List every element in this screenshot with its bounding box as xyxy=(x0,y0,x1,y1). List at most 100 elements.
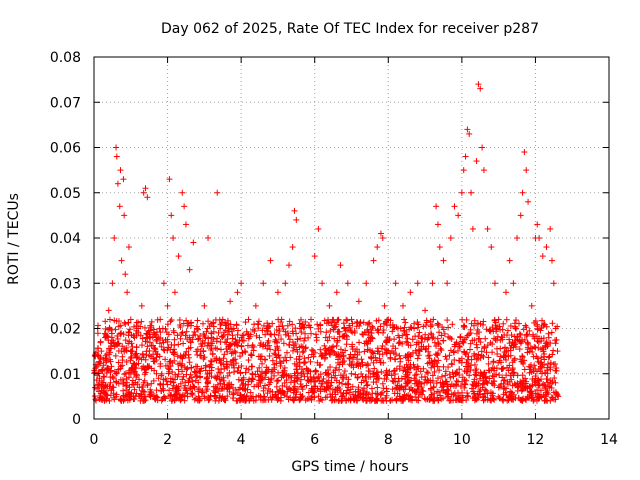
band-point xyxy=(461,348,468,355)
band-point xyxy=(168,316,175,323)
y-tick-label: 0.02 xyxy=(50,322,81,338)
band-point xyxy=(280,367,287,374)
band-point xyxy=(100,373,107,380)
data-point xyxy=(434,221,441,228)
data-point xyxy=(464,126,471,133)
band-point xyxy=(224,386,231,393)
band-point xyxy=(115,380,122,387)
band-point xyxy=(407,352,414,359)
data-point xyxy=(223,361,230,368)
y-tick-label: 0.08 xyxy=(50,50,81,66)
band-point xyxy=(401,316,408,323)
band-point xyxy=(403,331,410,338)
band-point xyxy=(157,360,164,367)
band-point xyxy=(431,394,438,401)
band-point xyxy=(294,336,301,343)
band-point xyxy=(500,380,507,387)
band-point xyxy=(314,321,321,328)
band-point xyxy=(434,352,441,359)
band-point xyxy=(339,358,346,365)
data-point xyxy=(517,212,524,219)
data-point xyxy=(488,244,495,251)
band-point xyxy=(538,335,545,342)
band-point xyxy=(197,373,204,380)
band-point xyxy=(247,389,254,396)
band-point xyxy=(151,331,158,338)
band-point xyxy=(157,382,164,389)
data-point xyxy=(319,280,326,287)
band-point xyxy=(273,327,280,334)
band-point xyxy=(350,364,357,371)
band-point xyxy=(226,380,233,387)
axis-tick-labels: 0 2 4 6 8 10 12 14 0 0.01 0.02 0.03 0.04 0.05 0.06 0.07… xyxy=(50,50,618,448)
band-point xyxy=(96,358,103,365)
band-point xyxy=(467,330,474,337)
band-point xyxy=(476,335,483,342)
band-point xyxy=(321,342,328,349)
band-point xyxy=(327,382,334,389)
band-point xyxy=(481,343,488,350)
band-point xyxy=(500,320,507,327)
data-point xyxy=(124,289,131,296)
band-point xyxy=(279,388,286,395)
band-point xyxy=(148,389,155,396)
band-point xyxy=(204,386,211,393)
band-point xyxy=(196,386,203,393)
band-point xyxy=(239,337,246,344)
band-point xyxy=(254,368,261,375)
band-point xyxy=(474,390,481,397)
band-point xyxy=(221,381,228,388)
band-point xyxy=(301,359,308,366)
band-point xyxy=(359,331,366,338)
band-point xyxy=(153,387,160,394)
band-point xyxy=(120,379,127,386)
band-point xyxy=(166,358,173,365)
band-point xyxy=(146,339,153,346)
band-point xyxy=(100,362,107,369)
band-point xyxy=(287,386,294,393)
band-point xyxy=(164,321,171,328)
band-point xyxy=(497,353,504,360)
band-point xyxy=(104,383,111,390)
band-point xyxy=(389,328,396,335)
band-point xyxy=(346,355,353,362)
data-point xyxy=(131,334,138,341)
band-point xyxy=(391,336,398,343)
band-point xyxy=(423,322,430,329)
band-point xyxy=(164,336,171,343)
band-point xyxy=(276,387,283,394)
band-point xyxy=(299,321,306,328)
band-point xyxy=(245,357,252,364)
band-point xyxy=(294,369,301,376)
band-point xyxy=(526,348,533,355)
band-point xyxy=(496,357,503,364)
band-point xyxy=(453,381,460,388)
band-point xyxy=(324,337,331,344)
band-point xyxy=(191,396,198,403)
data-point xyxy=(352,348,359,355)
band-point xyxy=(298,316,305,323)
band-point xyxy=(131,352,138,359)
band-point xyxy=(354,374,361,381)
band-point xyxy=(287,379,294,386)
band-point xyxy=(527,388,534,395)
band-point xyxy=(301,337,308,344)
band-point xyxy=(290,385,297,392)
band-point xyxy=(316,362,323,369)
data-point xyxy=(278,316,285,323)
band-point xyxy=(475,394,482,401)
band-point xyxy=(108,334,115,341)
band-point xyxy=(275,352,282,359)
band-point xyxy=(446,352,453,359)
band-point xyxy=(516,346,523,353)
band-point xyxy=(485,360,492,367)
band-point xyxy=(494,350,501,357)
band-point xyxy=(509,382,516,389)
data-point xyxy=(326,302,333,309)
band-point xyxy=(109,383,116,390)
data-point xyxy=(113,144,120,151)
band-point xyxy=(218,376,225,383)
band-point xyxy=(297,381,304,388)
band-point xyxy=(515,383,522,390)
band-point xyxy=(466,372,473,379)
